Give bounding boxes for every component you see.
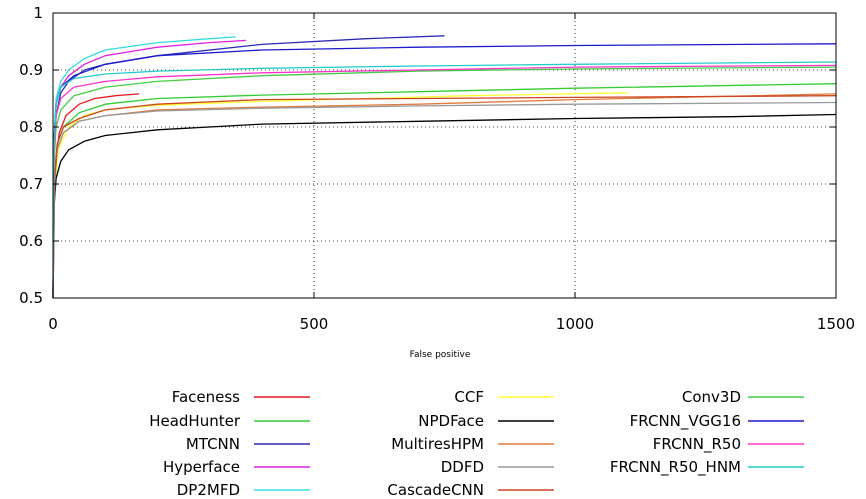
series-line-cascadecnn <box>52 95 837 299</box>
y-tick-label: 0.8 <box>19 118 43 136</box>
legend-label: FRCNN_VGG16 <box>630 412 741 431</box>
legend-entry: MultiresHPM <box>391 435 554 453</box>
legend-entry: NPDFace <box>418 412 554 430</box>
legend-entry: HeadHunter <box>149 412 310 430</box>
legend-label: Hyperface <box>163 458 240 476</box>
legend: Faceness HeadHunter MTCNN Hyperface DP2MFD CC… <box>149 388 804 499</box>
legend-label: CascadeCNN <box>387 481 484 499</box>
y-tick-label: 0.9 <box>19 61 43 79</box>
series-line-multireshpm <box>52 93 837 299</box>
plot-frame <box>52 12 837 299</box>
legend-entry: CascadeCNN <box>387 481 554 499</box>
legend-entry: DP2MFD <box>177 481 310 499</box>
legend-entry: FRCNN_R50_HNM <box>610 458 804 477</box>
legend-entry: FRCNN_VGG16 <box>630 412 804 431</box>
series-line-mtcnn <box>52 35 445 299</box>
series-line-npdface <box>52 113 837 299</box>
legend-label: MTCNN <box>186 435 240 453</box>
y-tick-label: 0.5 <box>19 289 43 307</box>
x-tick-label: 500 <box>300 315 329 333</box>
x-tick-label: 1500 <box>817 315 855 333</box>
legend-label: DP2MFD <box>177 481 240 499</box>
y-axis-ticks: 0.5 0.6 0.7 0.8 0.9 1 <box>19 4 836 307</box>
series-line-hyperface <box>52 39 247 299</box>
series-line-ddfd <box>52 101 837 299</box>
legend-label: NPDFace <box>418 412 484 430</box>
series-line-conv3d <box>52 66 837 299</box>
legend-entry: FRCNN_R50 <box>653 435 804 454</box>
legend-label: MultiresHPM <box>391 435 484 453</box>
legend-entry: Faceness <box>172 388 310 406</box>
x-axis-label: False positive <box>410 350 471 360</box>
series-line-frcnn-r50 <box>52 64 837 299</box>
y-tick-label: 0.7 <box>19 175 43 193</box>
x-tick-label: 0 <box>48 315 58 333</box>
legend-entry: Conv3D <box>682 388 804 406</box>
legend-label: HeadHunter <box>149 412 241 430</box>
series-line-frcnn-r50-hnm <box>52 61 837 299</box>
series-line-dp2mfd <box>52 36 236 299</box>
legend-entry: CCF <box>454 388 554 406</box>
legend-label: FRCNN_R50_HNM <box>610 458 741 477</box>
legend-label: CCF <box>454 388 484 406</box>
y-tick-label: 0.6 <box>19 232 43 250</box>
x-axis-ticks: 0 500 1000 1500 <box>48 13 855 333</box>
grid <box>53 13 836 298</box>
legend-label: Faceness <box>172 388 240 406</box>
legend-entry: Hyperface <box>163 458 310 476</box>
legend-label: Conv3D <box>682 388 741 406</box>
legend-label: DDFD <box>441 458 484 476</box>
series-line-frcnn-vgg16 <box>52 43 837 299</box>
series-line-ccf <box>52 92 628 299</box>
legend-entry: DDFD <box>441 458 554 476</box>
y-tick-label: 1 <box>33 4 43 22</box>
legend-label: FRCNN_R50 <box>653 435 741 454</box>
series-line-headhunter <box>52 83 837 299</box>
x-tick-label: 1000 <box>556 315 594 333</box>
legend-entry: MTCNN <box>186 435 310 453</box>
series-lines <box>52 35 837 299</box>
